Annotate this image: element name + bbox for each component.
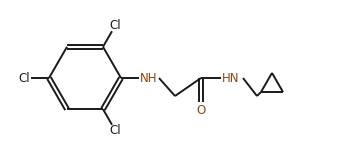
Text: Cl: Cl xyxy=(110,124,121,137)
Text: Cl: Cl xyxy=(110,19,121,32)
Text: HN: HN xyxy=(222,71,240,85)
Text: Cl: Cl xyxy=(18,71,30,85)
Text: NH: NH xyxy=(140,71,158,85)
Text: O: O xyxy=(196,103,206,117)
